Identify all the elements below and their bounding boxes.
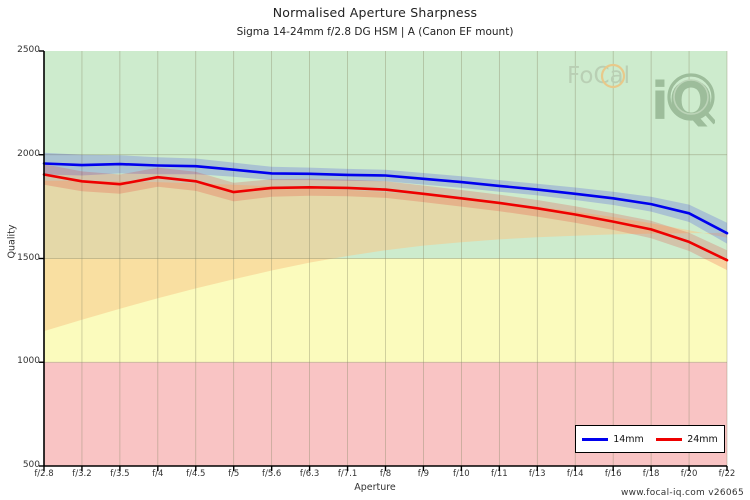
series-line-14mm (42, 162, 729, 235)
x-tick-label: f/16 (604, 469, 622, 479)
chart-title: Normalised Aperture Sharpness (272, 5, 478, 20)
x-tick-label: f/18 (642, 469, 660, 479)
x-tick-label: f/5.6 (261, 469, 282, 479)
y-axis-ticks: 500 1000 1500 2000 2500 (0, 0, 40, 500)
x-tick-label: f/9 (417, 469, 430, 479)
x-tick-label: f/13 (528, 469, 546, 479)
series-line-24mm (42, 173, 729, 262)
y-tick-label: 500 (22, 460, 40, 470)
legend-item-14mm: 14mm (582, 434, 644, 445)
x-tick-label: f/6.3 (299, 469, 320, 479)
legend-label-24mm: 24mm (687, 433, 718, 445)
x-tick-label: f/4 (152, 469, 164, 479)
x-tick-label: f/3.5 (110, 469, 130, 479)
overlay-region-diffraction-envelope (44, 180, 727, 332)
x-tick-label: f/20 (680, 469, 698, 479)
y-tick-label: 1000 (17, 356, 40, 367)
x-tick-label: f/3.2 (72, 469, 92, 479)
confidence-band-24mm (44, 164, 727, 271)
x-tick-label: f/22 (718, 469, 736, 479)
x-tick-label: f/8 (379, 469, 392, 479)
x-tick-label: f/11 (490, 469, 508, 479)
chart-subtitle: Sigma 14-24mm f/2.8 DG HSM | A (Canon EF… (236, 26, 514, 38)
legend-swatch-14mm (582, 437, 609, 441)
footer-credit: www.focal-iq.com v26065 (620, 488, 744, 498)
x-tick-label: f/14 (566, 469, 584, 479)
x-tick-label: f/4.5 (186, 469, 206, 479)
legend-swatch-24mm (656, 437, 683, 441)
confidence-band-14mm (44, 152, 727, 244)
legend-label-14mm: 14mm (613, 433, 644, 445)
x-axis-label: Aperture (354, 482, 396, 493)
legend-item-24mm: 24mm (656, 434, 718, 445)
x-tick-label: f/5 (228, 469, 240, 479)
x-tick-label: f/2.8 (34, 469, 54, 479)
y-tick-label: 2500 (17, 45, 40, 55)
x-tick-label: f/7.1 (337, 469, 358, 479)
x-tick-label: f/10 (453, 469, 470, 479)
legend: 14mm 24mm (575, 425, 725, 453)
y-tick-label: 1500 (17, 252, 40, 263)
y-tick-label: 2000 (17, 148, 40, 159)
